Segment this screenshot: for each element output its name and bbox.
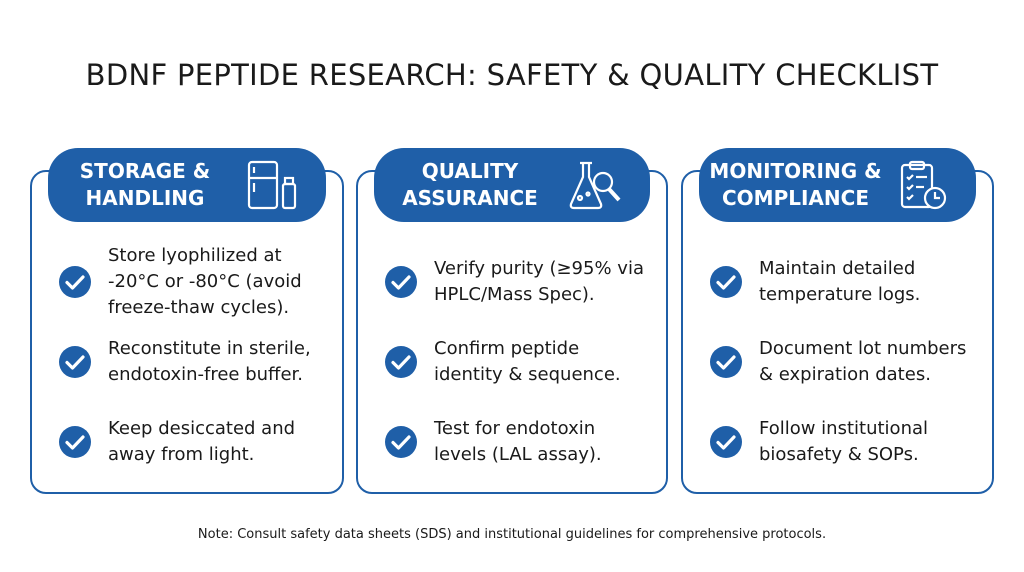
card-title-line: COMPLIANCE xyxy=(722,186,869,210)
card-title-line: MONITORING & xyxy=(709,159,882,183)
checklist-item: Follow institutional biosafety & SOPs. xyxy=(683,402,992,482)
card: MONITORING & COMPLIANCE Maintain detailed… xyxy=(681,148,994,494)
card-header: MONITORING & COMPLIANCE xyxy=(699,148,976,222)
card-title-line: STORAGE & xyxy=(79,159,211,183)
flask-icon xyxy=(569,161,621,210)
item-text: Reconstitute in sterile, endotoxin-free … xyxy=(108,338,311,385)
card: QUALITY ASSURANCE Verify purity (≥95% via… xyxy=(356,148,668,494)
fridge-icon xyxy=(247,160,297,210)
card: STORAGE & HANDLING Store lyophilized at -… xyxy=(30,148,344,494)
card-title: QUALITY ASSURANCE xyxy=(374,158,566,212)
check-icon xyxy=(59,266,91,298)
card-title-line: HANDLING xyxy=(85,186,205,210)
note: Note: Consult safety data sheets (SDS) a… xyxy=(197,527,827,542)
checklist-item: Verify purity (≥95% via HPLC/Mass Spec). xyxy=(358,242,666,322)
checklist-item: Reconstitute in sterile, endotoxin-free … xyxy=(32,322,342,402)
card-title: MONITORING & COMPLIANCE xyxy=(699,158,892,212)
card-header: STORAGE & HANDLING xyxy=(48,148,326,222)
card-header: QUALITY ASSURANCE xyxy=(374,148,650,222)
check-icon xyxy=(59,346,91,378)
checklist-item: Confirm peptide identity & sequence. xyxy=(358,322,666,402)
check-icon xyxy=(710,426,742,458)
check-icon xyxy=(710,266,742,298)
checklist-item: Document lot numbers & expiration dates. xyxy=(683,322,992,402)
card-title-line: QUALITY xyxy=(421,159,519,183)
page-title: BDNF PEPTIDE RESEARCH: SAFETY & QUALITY … xyxy=(85,58,939,92)
check-icon xyxy=(59,426,91,458)
checklist-item: Maintain detailed temperature logs. xyxy=(683,242,992,322)
item-text: Document lot numbers & expiration dates. xyxy=(759,338,967,385)
checklist-item: Store lyophilized at -20°C or -80°C (avo… xyxy=(32,242,342,322)
clipboard-icon xyxy=(900,160,947,210)
item-text: Keep desiccated and away from light. xyxy=(108,418,296,465)
checklist-item: Test for endotoxin levels (LAL assay). xyxy=(358,402,666,482)
item-text: Follow institutional biosafety & SOPs. xyxy=(759,418,929,465)
check-icon xyxy=(710,346,742,378)
card-title-line: ASSURANCE xyxy=(402,186,538,210)
item-text: Test for endotoxin levels (LAL assay). xyxy=(434,418,602,465)
checklist-item: Keep desiccated and away from light. xyxy=(32,402,342,482)
item-text: Store lyophilized at -20°C or -80°C (avo… xyxy=(108,245,302,318)
check-icon xyxy=(385,346,417,378)
item-text: Verify purity (≥95% via HPLC/Mass Spec). xyxy=(434,258,644,305)
check-icon xyxy=(385,266,417,298)
card-title: STORAGE & HANDLING xyxy=(48,158,242,212)
item-text: Confirm peptide identity & sequence. xyxy=(434,338,621,385)
check-icon xyxy=(385,426,417,458)
item-text: Maintain detailed temperature logs. xyxy=(759,258,921,305)
